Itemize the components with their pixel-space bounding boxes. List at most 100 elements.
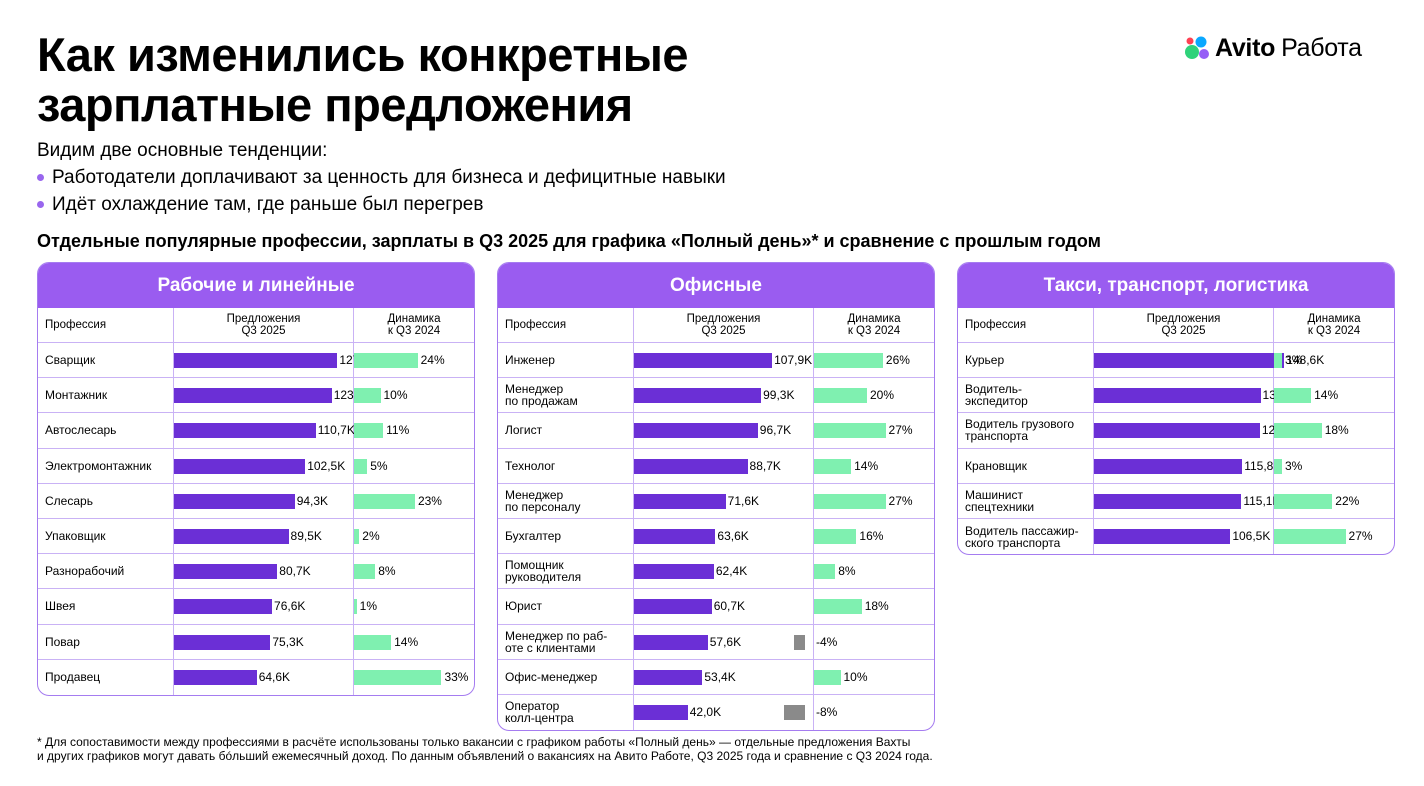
table-row: Водитель-экспедитор 130,1K 14% xyxy=(958,378,1394,414)
change-cell: 10% xyxy=(354,378,474,412)
salary-cell: 129,6K xyxy=(1094,413,1300,448)
salary-cell: 42,0K xyxy=(634,694,814,731)
profession-name: Менеджер по раб-оте с клиентами xyxy=(498,624,634,659)
column-header-row: Профессия Предложения Q3 2025 Динамика к Q3 … xyxy=(38,308,474,343)
table-row: Юрист 60,7K 18% xyxy=(498,589,934,625)
profession-name-text: Курьер xyxy=(965,354,1004,366)
change-cell: 26% xyxy=(814,343,934,377)
growth-bar xyxy=(814,564,836,580)
salary-label: 64,6K xyxy=(258,669,291,684)
table-row: Бухгалтер 63,6K 16% xyxy=(498,518,934,555)
profession-name-text: Логист xyxy=(505,424,542,436)
change-label: 10% xyxy=(843,669,868,684)
salary-label: 57,6K xyxy=(709,634,742,649)
salary-cell: 115,8K xyxy=(1094,448,1281,483)
page-title-line-1: Как изменились конкретные xyxy=(37,28,689,81)
table-row: Менеджер по персоналу 71,6K 27% xyxy=(498,483,934,519)
profession-name-line: Оператор xyxy=(505,699,560,714)
profession-name-line: Продавец xyxy=(45,670,101,685)
intro-bullet-text: Работодатели доплачивают за ценность для… xyxy=(52,167,726,188)
salary-cell: 94,3K xyxy=(174,483,354,518)
change-label: 27% xyxy=(888,493,913,508)
profession-name: Швея xyxy=(38,589,174,624)
salary-cell: 130,1K xyxy=(1094,378,1301,413)
profession-name-line: Менеджер xyxy=(505,487,564,502)
growth-bar xyxy=(354,458,368,474)
salary-bar xyxy=(174,493,295,509)
profession-name-line: колл-центра xyxy=(505,711,574,726)
profession-name: Разнорабочий xyxy=(38,554,174,589)
panel-title: Рабочие и линейные xyxy=(38,263,474,308)
growth-bar xyxy=(814,458,852,474)
change-cell: 16% xyxy=(814,519,934,553)
profession-name-text: Оператор колл-центра xyxy=(505,700,574,724)
change-label: 3% xyxy=(1284,458,1303,473)
salary-bar xyxy=(1094,458,1243,474)
profession-name-text: Помощник руководителя xyxy=(505,559,581,583)
change-cell: 22% xyxy=(1274,484,1394,518)
footnote: * Для сопоставимости между профессиями в… xyxy=(37,735,933,763)
salary-bar xyxy=(174,528,289,544)
profession-name-text: Юрист xyxy=(505,600,542,612)
profession-name-text: Электромонтажник xyxy=(45,460,151,472)
table-row: Продавец 64,6K 33% xyxy=(38,659,474,695)
change-label: 22% xyxy=(1335,493,1360,508)
growth-bar xyxy=(354,669,442,685)
profession-name-line: Крановщик xyxy=(965,458,1027,473)
column-header-salary-line: Q3 2025 xyxy=(701,325,746,337)
table-row: Автослесарь 110,7K 11% xyxy=(38,413,474,449)
salary-bar xyxy=(1094,528,1231,544)
change-label: 1% xyxy=(359,599,377,614)
salary-label: 106,5K xyxy=(1232,528,1271,543)
profession-name-text: Водитель-экспедитор xyxy=(965,383,1028,407)
profession-name-text: Швея xyxy=(45,600,75,612)
profession-name-line: Менеджер xyxy=(505,382,564,397)
column-header-profession: Профессия xyxy=(498,308,634,342)
salary-cell: 53,4K xyxy=(634,659,814,694)
salary-bar xyxy=(174,388,332,404)
salary-bar xyxy=(174,669,257,685)
change-cell: 14% xyxy=(814,449,934,483)
profession-name-line: транспорта xyxy=(965,429,1029,444)
profession-name-text: Слесарь xyxy=(45,495,93,507)
salary-cell: 63,6K xyxy=(634,518,814,554)
salary-cell: 89,5K xyxy=(174,518,354,554)
profession-name-line: Разнорабочий xyxy=(45,564,125,579)
profession-name-text: Упаковщик xyxy=(45,530,106,542)
profession-name-text: Машинист спецтехники xyxy=(965,489,1034,513)
salary-bar xyxy=(634,564,714,580)
salary-label: 53,4K xyxy=(704,669,736,684)
column-header-salary-line: Q3 2025 xyxy=(1161,325,1206,337)
profession-name: Технолог xyxy=(498,448,634,483)
growth-bar xyxy=(354,634,392,650)
change-label: 14% xyxy=(394,634,419,649)
salary-cell: 102,5K xyxy=(174,448,354,483)
change-label: 5% xyxy=(370,458,388,473)
salary-label: 148,6K xyxy=(1286,353,1325,367)
column-header-salary-line: Q3 2025 xyxy=(241,325,286,337)
panel-workers: Рабочие и линейные Профессия Предложения Q3… xyxy=(37,262,475,696)
salary-cell: 99,3K xyxy=(634,378,814,413)
column-header-change: Динамика к Q3 2024 xyxy=(814,308,934,342)
page-title: Как изменились конкретные зарплатные пре… xyxy=(37,28,689,130)
change-label: 8% xyxy=(838,564,856,579)
change-label: 18% xyxy=(1324,423,1349,438)
profession-name: Электромонтажник xyxy=(38,448,174,483)
profession-name-line: оте с клиентами xyxy=(505,640,596,655)
profession-name-text: Крановщик xyxy=(965,460,1027,472)
salary-label: 71,6K xyxy=(727,493,759,508)
salary-cell: 76,6K xyxy=(174,589,354,624)
salary-cell: 127,6K xyxy=(174,343,377,378)
profession-name: Менеджер по персоналу xyxy=(498,483,634,518)
profession-name-line: Бухгалтер xyxy=(505,529,562,544)
salary-cell: 110,7K xyxy=(174,413,355,448)
profession-name: Офис-менеджер xyxy=(498,659,634,694)
change-cell: -8% xyxy=(783,695,934,730)
salary-cell: 96,7K xyxy=(634,413,814,448)
avito-logo: Avito Работа xyxy=(1184,34,1362,62)
column-header-change-line: Динамика xyxy=(1307,313,1361,325)
salary-label: 76,6K xyxy=(274,599,306,614)
growth-bar xyxy=(814,669,841,685)
change-cell: 23% xyxy=(354,484,474,518)
